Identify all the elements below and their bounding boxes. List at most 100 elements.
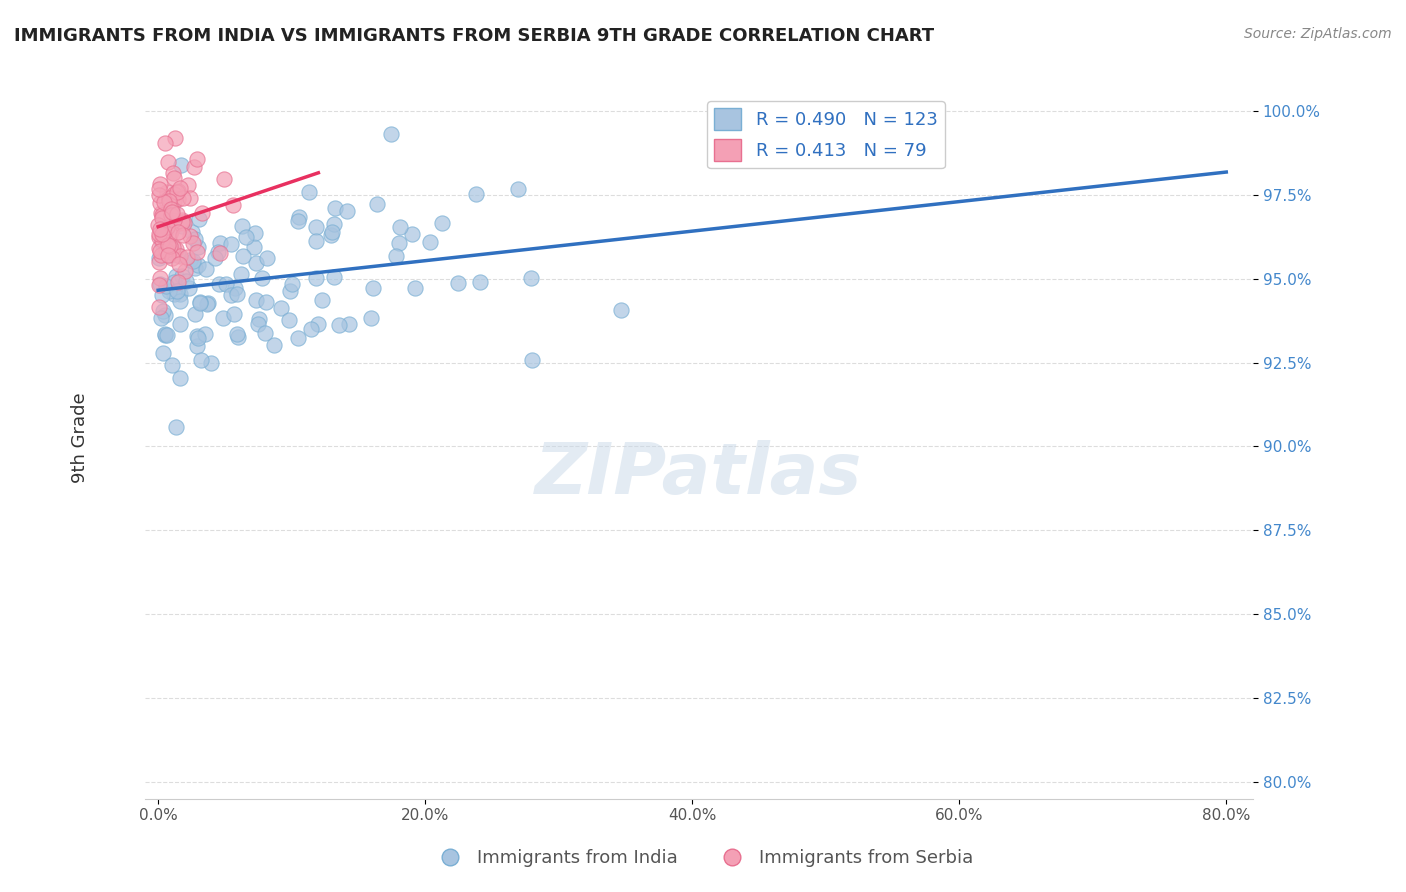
- Point: [219, 288, 242, 302]
- Point: [337, 317, 360, 331]
- Point: [150, 227, 173, 241]
- Point: [166, 185, 188, 199]
- Point: [404, 281, 426, 295]
- Point: [159, 239, 181, 253]
- Point: [160, 251, 183, 265]
- Point: [149, 270, 172, 285]
- Legend: R = 0.490   N = 123, R = 0.413   N = 79: R = 0.490 N = 123, R = 0.413 N = 79: [707, 101, 945, 169]
- Point: [280, 277, 302, 291]
- Point: [232, 249, 254, 263]
- Point: [401, 227, 423, 242]
- Point: [165, 131, 187, 145]
- Point: [157, 194, 180, 208]
- Point: [155, 328, 177, 343]
- Point: [186, 244, 208, 259]
- Point: [163, 194, 186, 208]
- Point: [153, 225, 176, 239]
- Point: [166, 207, 188, 221]
- Point: [522, 352, 544, 367]
- Point: [307, 317, 329, 331]
- Point: [150, 233, 173, 247]
- Point: [162, 166, 184, 180]
- Point: [170, 268, 193, 283]
- Point: [385, 249, 408, 263]
- Point: [183, 253, 205, 268]
- Point: [157, 191, 180, 205]
- Point: [321, 228, 343, 243]
- Point: [388, 220, 411, 235]
- Point: [176, 178, 198, 192]
- Point: [165, 420, 187, 434]
- Point: [212, 310, 235, 325]
- Point: [270, 301, 292, 315]
- Point: [419, 235, 441, 249]
- Point: [179, 228, 201, 243]
- Point: [222, 198, 245, 212]
- Point: [360, 310, 382, 325]
- Point: [304, 270, 326, 285]
- Point: [336, 204, 359, 219]
- Point: [150, 235, 173, 250]
- Point: [155, 193, 177, 207]
- Point: [153, 227, 176, 242]
- Point: [149, 206, 172, 220]
- Point: [183, 160, 205, 174]
- Point: [245, 256, 267, 270]
- Point: [181, 236, 204, 251]
- Point: [366, 197, 388, 211]
- Point: [156, 219, 179, 234]
- Point: [380, 128, 402, 142]
- Point: [209, 246, 232, 260]
- Point: [174, 274, 197, 288]
- Point: [163, 187, 186, 202]
- Point: [323, 269, 346, 284]
- Point: [152, 346, 174, 360]
- Point: [152, 208, 174, 222]
- Point: [169, 317, 191, 331]
- Point: [190, 353, 212, 368]
- Point: [243, 240, 266, 254]
- Point: [174, 263, 197, 277]
- Point: [226, 330, 249, 344]
- Point: [204, 251, 226, 265]
- Point: [148, 229, 170, 244]
- Point: [219, 237, 242, 252]
- Point: [170, 219, 193, 234]
- Point: [159, 227, 181, 242]
- Point: [173, 215, 195, 229]
- Point: [188, 212, 211, 227]
- Point: [169, 287, 191, 301]
- Point: [464, 186, 486, 201]
- Point: [153, 136, 176, 150]
- Point: [169, 249, 191, 263]
- Point: [148, 300, 170, 314]
- Point: [148, 241, 170, 255]
- Point: [169, 294, 191, 309]
- Point: [149, 248, 172, 262]
- Point: [163, 213, 186, 227]
- Text: Source: ZipAtlas.com: Source: ZipAtlas.com: [1244, 27, 1392, 41]
- Point: [191, 205, 214, 219]
- Point: [305, 234, 328, 248]
- Point: [278, 284, 301, 298]
- Point: [184, 260, 207, 275]
- Point: [207, 277, 229, 292]
- Point: [166, 284, 188, 298]
- Point: [148, 254, 170, 268]
- Point: [157, 284, 180, 298]
- Point: [194, 262, 217, 277]
- Point: [153, 326, 176, 341]
- Point: [160, 240, 183, 254]
- Point: [148, 277, 170, 292]
- Point: [177, 281, 200, 295]
- Point: [288, 211, 311, 225]
- Point: [167, 192, 190, 206]
- Point: [169, 370, 191, 384]
- Point: [155, 224, 177, 238]
- Point: [197, 296, 219, 310]
- Point: [162, 245, 184, 260]
- Point: [252, 270, 274, 285]
- Point: [160, 208, 183, 222]
- Point: [254, 326, 277, 340]
- Point: [311, 293, 333, 308]
